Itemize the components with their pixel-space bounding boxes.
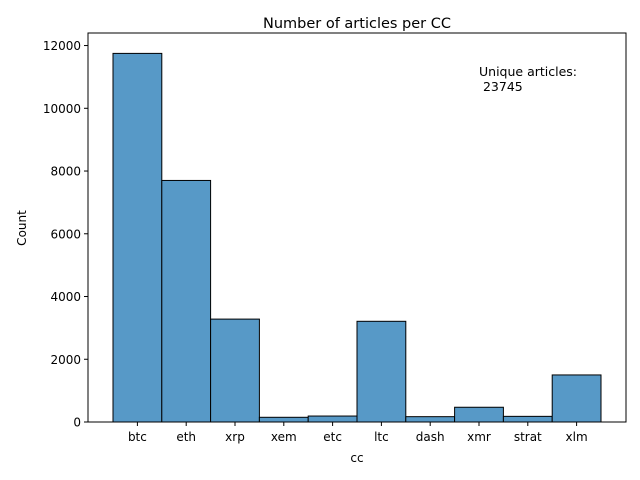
x-tick-label-dash: dash xyxy=(416,430,445,444)
y-tick-label-8000: 8000 xyxy=(50,165,81,179)
bar-btc xyxy=(112,52,163,423)
x-axis-label: cc xyxy=(350,451,363,465)
x-ticks-group: btc eth xrp xem etc ltc dash xmr strat xlm xyxy=(128,422,588,444)
x-tick-label-xrp: xrp xyxy=(225,430,245,444)
bar-xem xyxy=(258,416,309,423)
y-tick-label-12000: 12000 xyxy=(43,39,81,53)
y-tick-label-2000: 2000 xyxy=(50,353,81,367)
y-tick-label-6000: 6000 xyxy=(50,227,81,241)
plot-frame xyxy=(87,32,627,423)
bar-eth xyxy=(161,179,212,423)
bar-xrp xyxy=(210,318,260,423)
x-tick-label-btc: btc xyxy=(128,430,147,444)
x-tick-label-eth: eth xyxy=(176,430,196,444)
y-axis-label: Count xyxy=(15,210,29,246)
bar-strat xyxy=(502,415,553,423)
bar-xlm xyxy=(551,374,602,423)
x-tick-label-strat: strat xyxy=(514,430,542,444)
bar-dash xyxy=(405,416,456,423)
x-tick-label-xem: xem xyxy=(271,430,297,444)
y-ticks-group: 0 2000 4000 6000 8000 10000 12000 xyxy=(43,39,88,430)
bar-xmr xyxy=(454,406,504,423)
unique-articles-label: Unique articles: xyxy=(479,64,577,79)
x-tick-label-xlm: xlm xyxy=(566,430,588,444)
y-tick-label-4000: 4000 xyxy=(50,290,81,304)
x-tick-label-ltc: ltc xyxy=(374,430,389,444)
bar-etc xyxy=(307,415,358,423)
bars-group xyxy=(112,52,602,423)
unique-articles-value: 23745 xyxy=(479,79,523,94)
bar-ltc xyxy=(356,320,407,423)
y-tick-label-10000: 10000 xyxy=(43,102,81,116)
chart-title: Number of articles per CC xyxy=(263,16,451,32)
x-tick-label-etc: etc xyxy=(323,430,342,444)
x-tick-label-xmr: xmr xyxy=(467,430,491,444)
y-tick-label-0: 0 xyxy=(73,416,81,430)
